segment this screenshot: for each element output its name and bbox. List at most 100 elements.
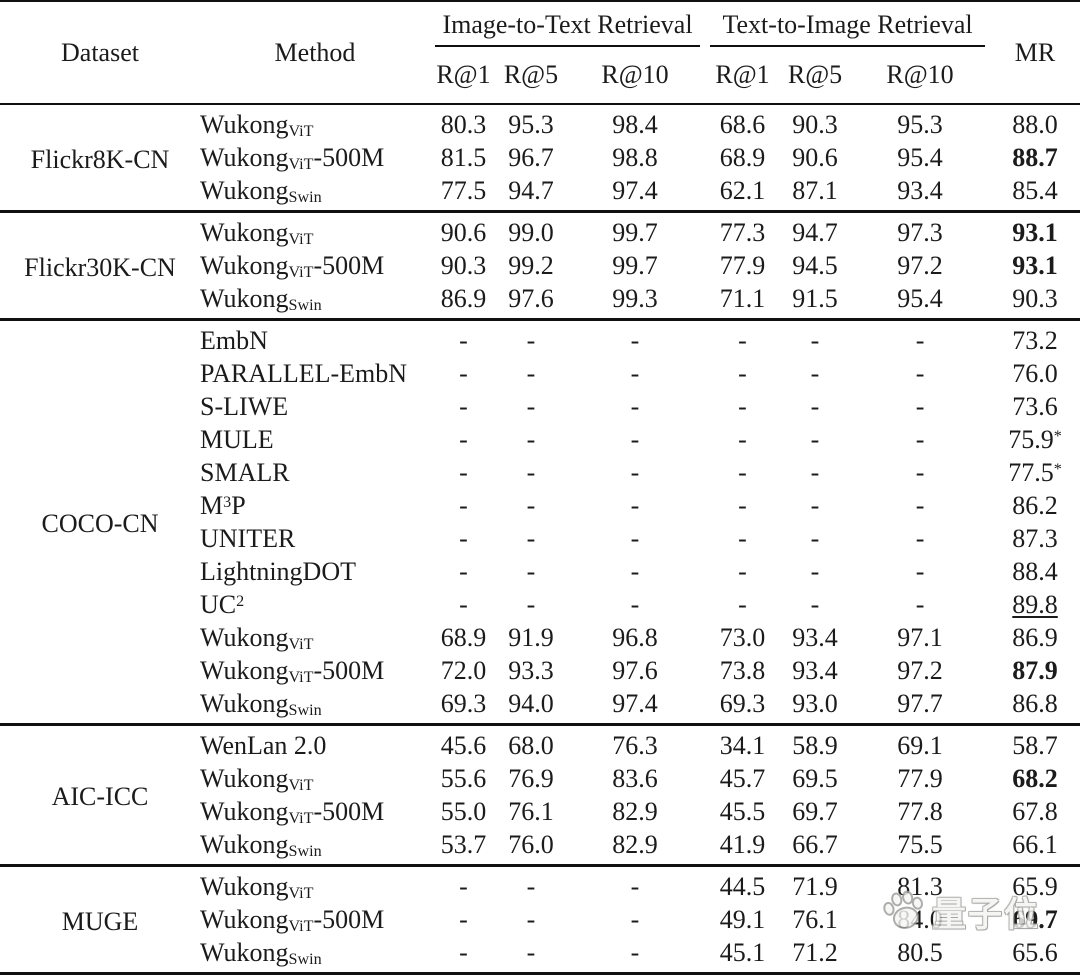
mr-cell: 87.3: [1012, 524, 1058, 553]
metric-cell: -: [526, 938, 536, 967]
table-row: WukongSwin 69.3 94.0 97.4 69.3 93.0 97.7 86.8: [0, 687, 1080, 725]
metric-cell: -: [526, 491, 536, 520]
metric-cell: -: [459, 326, 468, 355]
table-row: MUGE WukongViT - - - 44.5 71.9 81.3 65.9: [0, 866, 1080, 936]
metric-cell: -: [526, 590, 536, 619]
metric-cell: 58.9: [792, 731, 838, 760]
metric-cell: -: [526, 524, 536, 553]
metric-cell: 95.4: [897, 143, 943, 172]
metric-cell: -: [630, 590, 640, 619]
metric-cell: -: [738, 392, 747, 421]
metric-cell: 98.4: [612, 110, 658, 139]
metric-cell: -: [915, 326, 925, 355]
metric-cell: 96.8: [612, 623, 658, 652]
mr-cell: 65.6: [1012, 938, 1058, 967]
table-row: AIC-ICC WenLan 2.0 45.6 68.0 76.3 34.1 58.9 69.…: [0, 725, 1080, 811]
metric-cell: 82.9: [612, 830, 658, 859]
dataset-cell: Flickr30K-CN: [24, 252, 176, 282]
metric-cell: 94.7: [792, 218, 838, 247]
table-row: PARALLEL-EmbN - - - - - - 76.0: [0, 357, 1080, 390]
metric-cell: 86.9: [440, 284, 487, 313]
metric-cell: -: [810, 425, 820, 454]
metric-cell: 94.7: [508, 176, 554, 205]
metric-cell: -: [630, 872, 640, 901]
mr-cell: 85.4: [1012, 176, 1058, 205]
subheader-i2t-r10: R@10: [601, 60, 669, 89]
dataset-group: MUGE WukongViT - - -44.5 71.9 81.3 65.9 WukongVi…: [0, 865, 1080, 974]
metric-cell: 81.3: [897, 872, 943, 901]
method-cell: WenLan 2.0: [200, 731, 327, 760]
metric-cell: -: [526, 359, 536, 388]
metric-cell: 76.0: [508, 830, 554, 859]
metric-cell: -: [810, 392, 820, 421]
metric-cell: -: [915, 524, 925, 553]
table-row: WukongViT 55.6 76.9 83.6 45.7 69.5 77.9 68.2: [0, 762, 1080, 795]
metric-cell: -: [630, 326, 640, 355]
metric-cell: -: [738, 326, 747, 355]
metric-cell: -: [630, 557, 640, 586]
column-header-method: Method: [274, 37, 356, 67]
mr-cell: 65.9: [1012, 872, 1058, 901]
metric-cell: -: [526, 557, 536, 586]
metric-cell: 77.3: [719, 218, 766, 247]
metric-cell: 99.7: [612, 251, 658, 280]
table-row: WukongViT-500M 81.5 96.7 98.8 68.9 90.6 95.4 88…: [0, 141, 1080, 174]
metric-cell: -: [915, 458, 925, 487]
method-cell: WukongViT-500M: [200, 905, 385, 935]
metric-cell: 94.0: [508, 689, 554, 718]
mr-cell: 73.2: [1012, 326, 1058, 355]
metric-cell: 55.0: [440, 797, 487, 826]
method-cell: MULE: [200, 425, 274, 454]
metric-cell: 66.7: [792, 830, 838, 859]
metric-cell: -: [630, 458, 640, 487]
metric-cell: 76.1: [508, 797, 554, 826]
metric-cell: -: [738, 458, 747, 487]
mr-cell: 89.8: [1012, 590, 1058, 619]
mr-cell: 75.9*: [1008, 425, 1062, 454]
table-row: WukongViT 68.9 91.9 96.8 73.0 93.4 97.1 86.9: [0, 621, 1080, 654]
metric-cell: -: [459, 872, 468, 901]
metric-cell: 87.1: [792, 176, 838, 205]
metric-cell: -: [630, 359, 640, 388]
metric-cell: 97.7: [897, 689, 943, 718]
metric-cell: 69.3: [719, 689, 766, 718]
metric-cell: -: [459, 359, 468, 388]
metric-cell: -: [459, 524, 468, 553]
metric-cell: 75.5: [897, 830, 943, 859]
table-row: WukongViT-500M 72.0 93.3 97.6 73.8 93.4 97.2 87…: [0, 654, 1080, 687]
metric-cell: 91.9: [508, 623, 554, 652]
metric-cell: -: [810, 491, 820, 520]
metric-cell: -: [630, 425, 640, 454]
table-row: S-LIWE - - - - - - 73.6: [0, 390, 1080, 423]
metric-cell: -: [459, 491, 468, 520]
metric-cell: 76.9: [508, 764, 554, 793]
method-cell: WukongSwin: [200, 176, 322, 206]
dataset-cell: MUGE: [61, 906, 139, 936]
dataset-cell: AIC-ICC: [51, 782, 149, 811]
metric-cell: 45.6: [440, 731, 487, 760]
table-row: Flickr30K-CN WukongViT 90.6 99.0 99.7 77.3 94.…: [0, 212, 1080, 282]
table-row: WukongSwin 53.7 76.0 82.9 41.9 66.7 75.5 66.1: [0, 828, 1080, 866]
mr-cell: 68.2: [1012, 764, 1058, 793]
metric-cell: 72.0: [440, 656, 487, 685]
metric-cell: -: [915, 392, 925, 421]
metric-cell: -: [526, 905, 536, 934]
mr-cell: 73.6: [1012, 392, 1058, 421]
metric-cell: -: [738, 524, 747, 553]
metric-cell: -: [459, 590, 468, 619]
metric-cell: -: [810, 590, 820, 619]
mr-cell: 93.1: [1012, 218, 1058, 247]
metric-cell: -: [459, 458, 468, 487]
metric-cell: 69.7: [792, 797, 838, 826]
metric-cell: 84.0: [897, 905, 943, 934]
metric-cell: 71.9: [792, 872, 838, 901]
mr-cell: 90.3: [1012, 284, 1058, 313]
method-cell: WukongViT: [200, 623, 314, 653]
metric-cell: -: [810, 359, 820, 388]
mr-cell: 93.1: [1012, 251, 1058, 280]
subheader-i2t-r5: R@5: [503, 60, 559, 89]
metric-cell: -: [526, 326, 536, 355]
metric-cell: 77.8: [897, 797, 943, 826]
